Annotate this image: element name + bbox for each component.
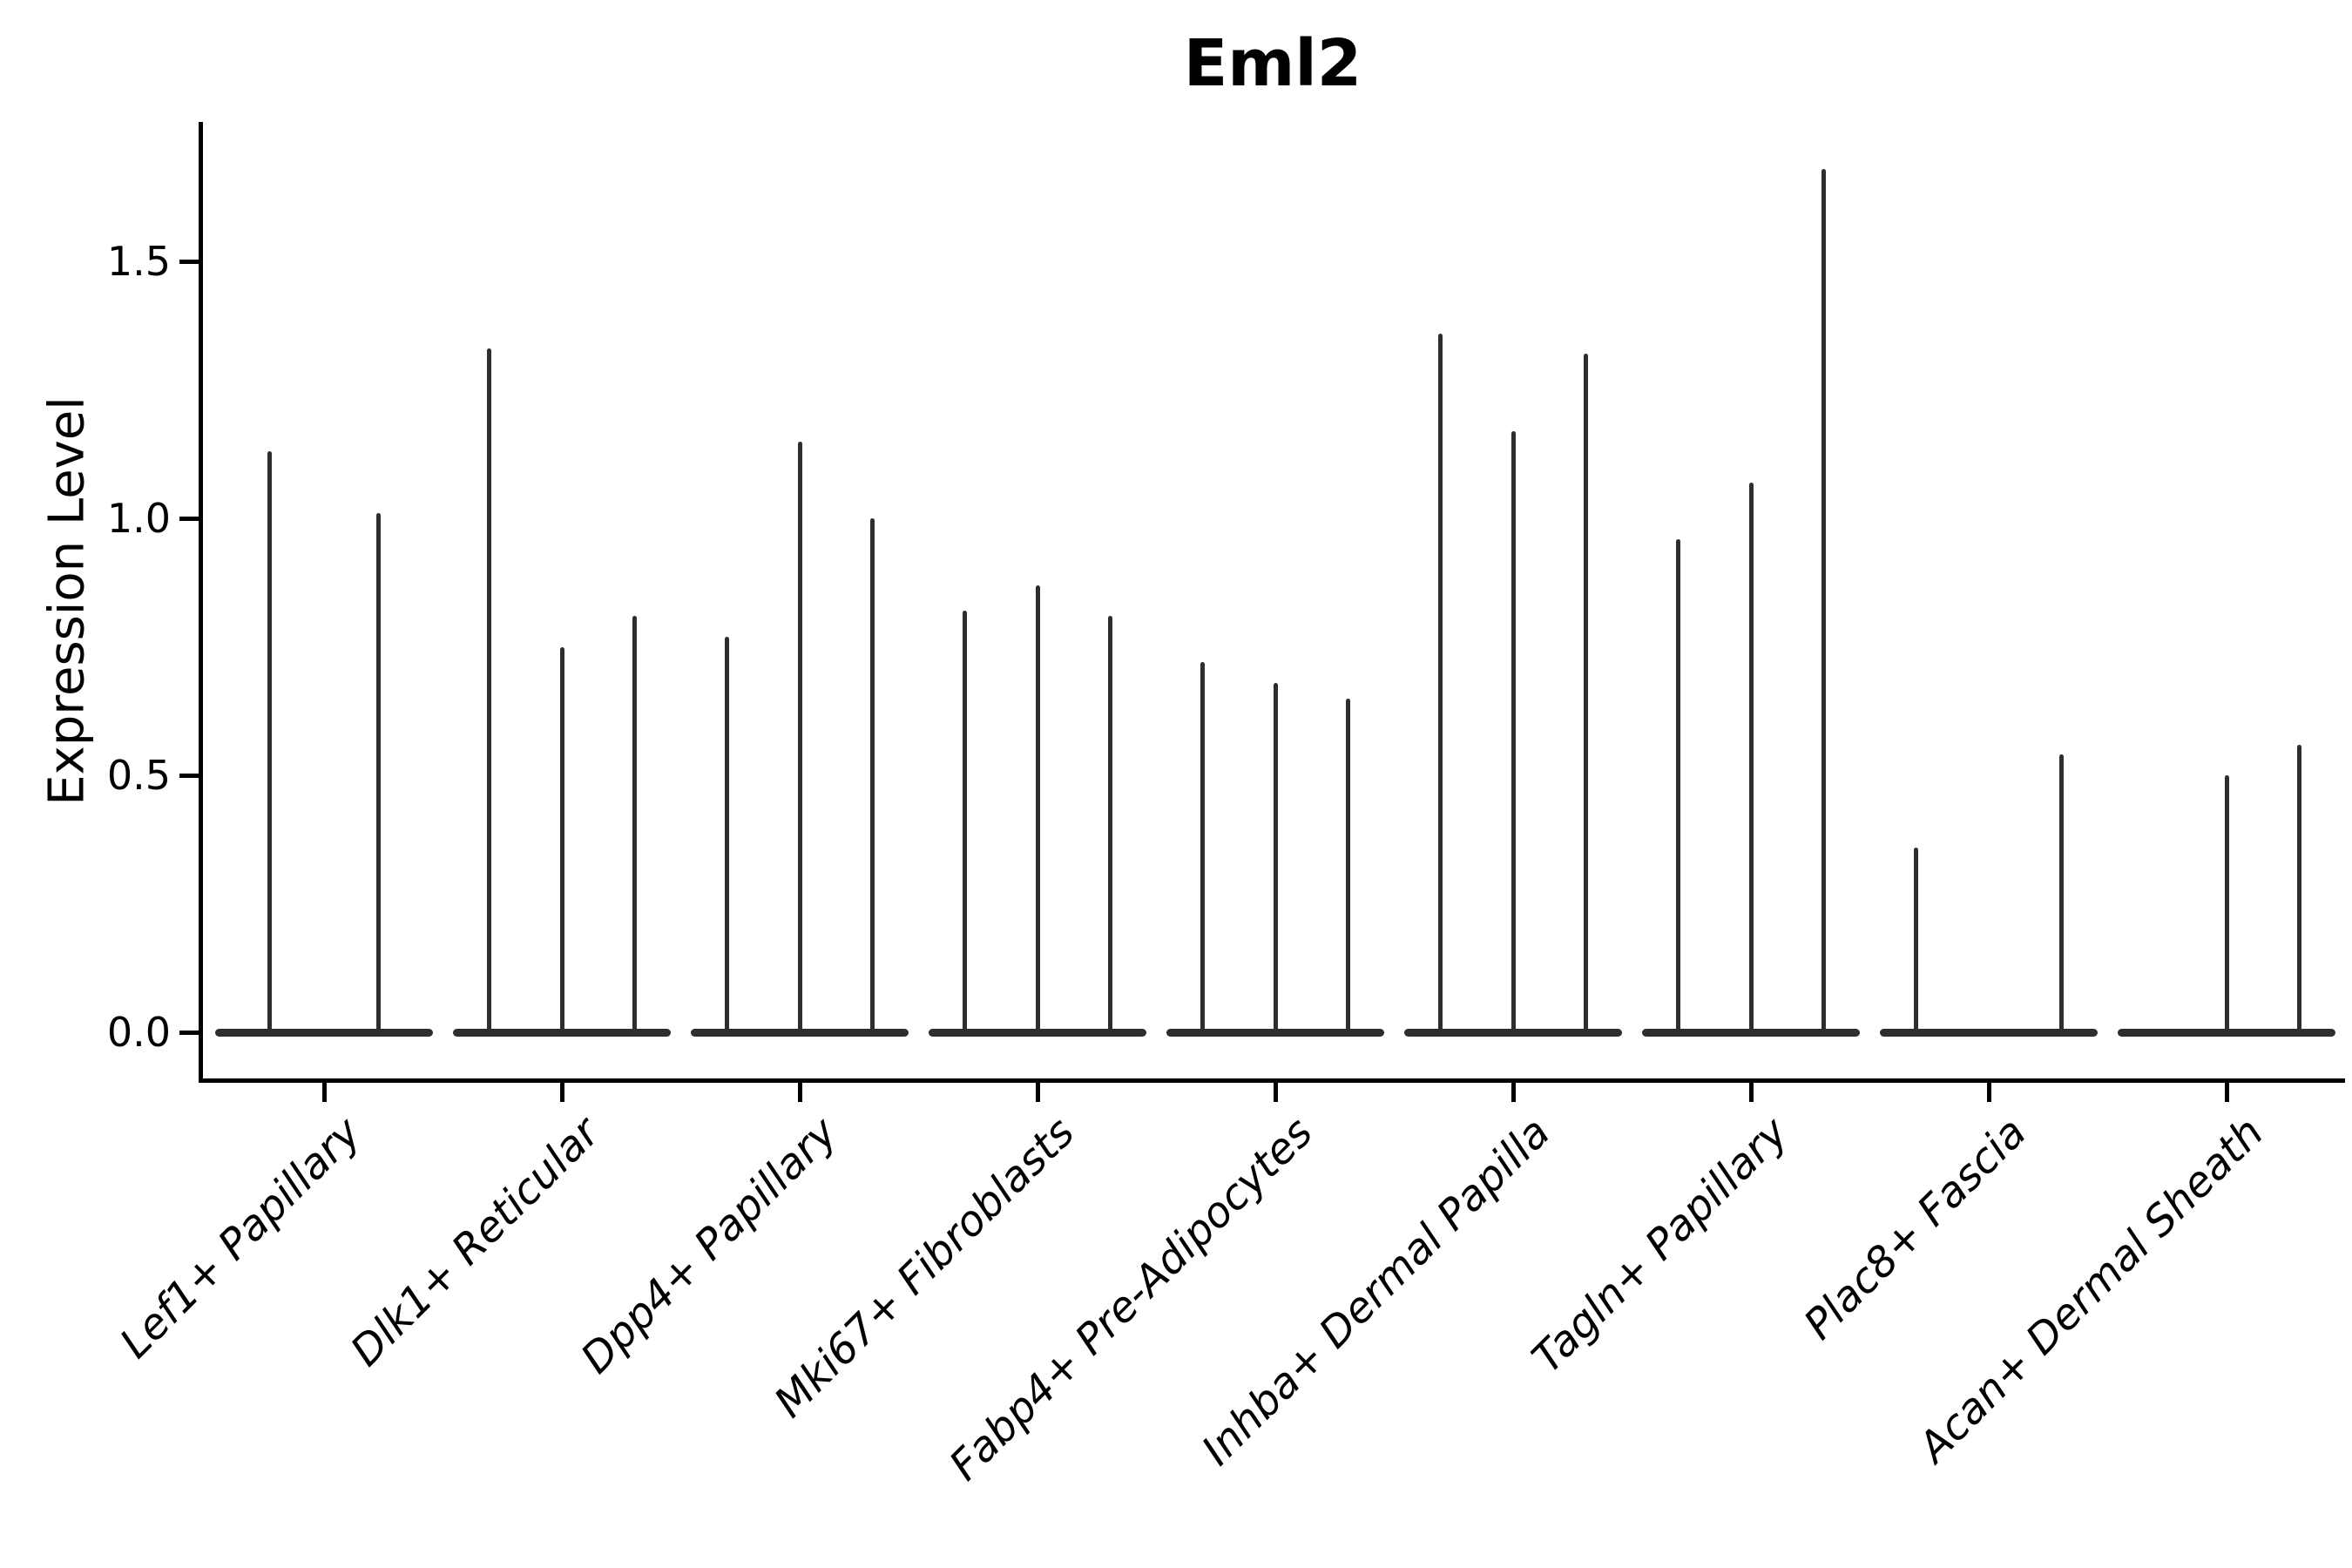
violin-spike xyxy=(1583,354,1588,1032)
y-tick-mark xyxy=(179,517,200,521)
y-tick-label: 0.0 xyxy=(106,1009,171,1056)
x-tick-mark xyxy=(1749,1083,1754,1102)
x-tick-mark xyxy=(1274,1083,1278,1102)
violin-spike xyxy=(267,451,272,1032)
violin-base-strip xyxy=(1404,1028,1622,1037)
violin-spike xyxy=(1511,430,1516,1032)
violin-spike xyxy=(1200,662,1206,1032)
x-tick-mark xyxy=(1987,1083,1991,1102)
violin-spike xyxy=(963,611,968,1032)
violin-spike xyxy=(869,518,875,1032)
y-axis-label: Expression Level xyxy=(38,396,96,806)
x-tick-label: Plac8+ Fascia xyxy=(1794,1108,2036,1349)
violin-base-strip xyxy=(691,1028,909,1037)
violin-base-strip xyxy=(929,1028,1146,1037)
y-tick-mark xyxy=(179,1031,200,1035)
violin-spike xyxy=(1273,682,1278,1032)
violin-spike xyxy=(1748,482,1754,1032)
chart-title: Eml2 xyxy=(1183,26,1362,101)
violin-spike xyxy=(1345,698,1350,1032)
x-axis-line xyxy=(199,1078,2345,1083)
violin-spike xyxy=(1438,333,1443,1032)
violin-spike xyxy=(797,441,802,1032)
x-tick-mark xyxy=(798,1083,802,1102)
y-tick-label: 1.0 xyxy=(106,495,171,542)
x-tick-mark xyxy=(322,1083,327,1102)
violin-base-strip xyxy=(1880,1028,2098,1037)
y-tick-label: 1.5 xyxy=(106,238,171,285)
x-tick-label: Dlk1+ Reticular xyxy=(341,1108,609,1376)
x-tick-label: Tagln+ Papillary xyxy=(1523,1108,1798,1383)
violin-spike xyxy=(725,636,730,1032)
violin-spike xyxy=(1107,616,1112,1032)
violin-base-strip xyxy=(1642,1028,1860,1037)
x-tick-label: Lef1+ Papillary xyxy=(111,1108,371,1369)
violin-spike xyxy=(2296,744,2301,1032)
y-tick-mark xyxy=(179,774,200,778)
violin-spike xyxy=(632,616,637,1032)
violin-base-strip xyxy=(2118,1028,2335,1037)
violin-base-strip xyxy=(453,1028,671,1037)
violin-spike xyxy=(1821,168,1826,1032)
y-tick-label: 0.5 xyxy=(106,752,171,799)
y-tick-mark xyxy=(179,260,200,264)
violin-base-strip xyxy=(1166,1028,1384,1037)
x-tick-mark xyxy=(1036,1083,1040,1102)
violin-spike xyxy=(2224,775,2229,1032)
x-tick-mark xyxy=(2225,1083,2229,1102)
violin-spike xyxy=(559,646,564,1032)
y-axis-line xyxy=(199,122,203,1083)
violin-spike xyxy=(1914,847,1919,1032)
x-tick-mark xyxy=(560,1083,564,1102)
x-tick-mark xyxy=(1511,1083,1516,1102)
x-tick-label: Dpp4+ Papillary xyxy=(571,1108,847,1383)
violin-spike xyxy=(376,513,381,1032)
violin-spike xyxy=(1035,585,1040,1032)
violin-spike xyxy=(1676,538,1681,1032)
violin-spike xyxy=(487,348,492,1032)
violin-spike xyxy=(2058,754,2064,1032)
violin-base-strip xyxy=(215,1028,433,1037)
